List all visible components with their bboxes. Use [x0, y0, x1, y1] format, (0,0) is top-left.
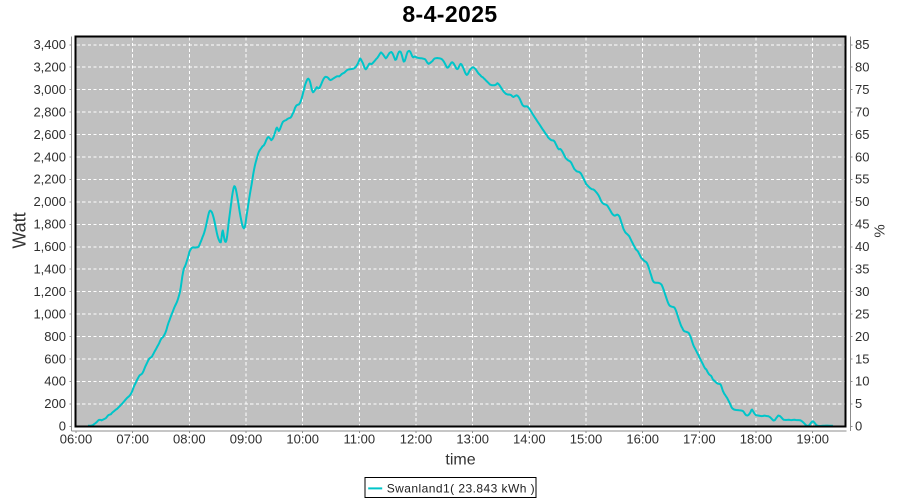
svg-text:10:00: 10:00: [286, 432, 319, 447]
svg-text:30: 30: [855, 284, 869, 299]
svg-text:11:00: 11:00: [344, 432, 376, 447]
svg-text:55: 55: [855, 172, 869, 187]
svg-text:1,200: 1,200: [33, 284, 66, 299]
svg-text:10: 10: [855, 374, 869, 389]
svg-text:3,200: 3,200: [33, 60, 66, 75]
svg-text:time: time: [445, 452, 475, 469]
svg-text:70: 70: [855, 104, 869, 119]
svg-text:Swanland1( 23.843 kWh ): Swanland1( 23.843 kWh ): [387, 481, 535, 495]
svg-text:2,000: 2,000: [33, 194, 66, 209]
svg-text:16:00: 16:00: [626, 432, 659, 447]
svg-text:18:00: 18:00: [740, 432, 773, 447]
svg-text:19:00: 19:00: [796, 432, 829, 447]
svg-text:1,600: 1,600: [33, 239, 66, 254]
svg-text:75: 75: [855, 82, 869, 97]
svg-text:07:00: 07:00: [116, 432, 149, 447]
svg-text:17:00: 17:00: [683, 432, 716, 447]
svg-text:50: 50: [855, 194, 869, 209]
svg-text:65: 65: [855, 127, 869, 142]
svg-text:600: 600: [44, 351, 66, 366]
svg-text:400: 400: [44, 374, 66, 389]
svg-text:80: 80: [855, 60, 869, 75]
svg-text:0: 0: [855, 419, 862, 434]
svg-text:20: 20: [855, 329, 869, 344]
svg-text:85: 85: [855, 37, 869, 52]
svg-text:3,000: 3,000: [33, 82, 66, 97]
svg-text:08:00: 08:00: [173, 432, 206, 447]
svg-text:12:00: 12:00: [400, 432, 433, 447]
svg-text:Watt: Watt: [10, 212, 30, 248]
svg-text:15: 15: [855, 351, 869, 366]
svg-text:5: 5: [855, 396, 862, 411]
svg-text:2,600: 2,600: [33, 127, 66, 142]
svg-text:2,800: 2,800: [33, 104, 66, 119]
svg-text:3,400: 3,400: [33, 37, 66, 52]
svg-text:2,200: 2,200: [33, 172, 66, 187]
svg-text:200: 200: [44, 396, 66, 411]
svg-text:8-4-2025: 8-4-2025: [402, 1, 497, 27]
svg-text:1,800: 1,800: [33, 217, 66, 232]
svg-text:15:00: 15:00: [570, 432, 603, 447]
svg-text:45: 45: [855, 217, 869, 232]
svg-text:0: 0: [59, 419, 66, 434]
svg-text:35: 35: [855, 262, 869, 277]
svg-text:13:00: 13:00: [456, 432, 489, 447]
svg-text:40: 40: [855, 239, 869, 254]
svg-text:800: 800: [44, 329, 66, 344]
svg-text:%: %: [872, 224, 889, 237]
svg-text:1,400: 1,400: [33, 262, 66, 277]
svg-text:14:00: 14:00: [513, 432, 546, 447]
svg-text:09:00: 09:00: [230, 432, 263, 447]
svg-text:2,400: 2,400: [33, 149, 66, 164]
svg-text:1,000: 1,000: [33, 306, 66, 321]
svg-text:60: 60: [855, 149, 869, 164]
svg-text:06:00: 06:00: [60, 432, 93, 447]
svg-text:25: 25: [855, 306, 869, 321]
